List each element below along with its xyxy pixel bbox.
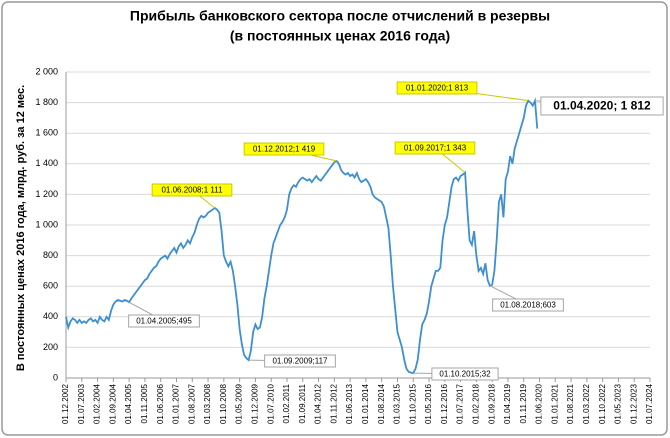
chart-title: (в постоянных ценах 2016 года) xyxy=(230,28,450,44)
callout-label: 01.01.2020;1 813 xyxy=(406,84,469,93)
data-line xyxy=(65,97,539,375)
x-tick-label: 01.07.2017 xyxy=(456,383,465,424)
y-axis-label: В постоянных ценах 2016 года, млрд. руб.… xyxy=(15,85,27,371)
y-tick-label: 200 xyxy=(43,342,58,352)
callout-label: 01.06.2008;1 111 xyxy=(161,186,223,195)
callout-label: 01.09.2017;1 343 xyxy=(404,144,467,153)
callout-label: 01.08.2018;603 xyxy=(500,301,556,310)
x-tick-label: 01.05.2009 xyxy=(235,383,244,424)
x-tick-label: 01.02.2004 xyxy=(93,383,102,424)
x-tick-label: 01.05.2023 xyxy=(614,383,623,424)
x-tick-label: 01.03.2015 xyxy=(393,383,402,424)
x-tick-label: 01.08.2021 xyxy=(566,383,575,424)
x-tick-label: 01.03.2022 xyxy=(582,383,591,424)
x-tick-label: 01.02.2011 xyxy=(282,383,291,423)
callout-box xyxy=(492,298,564,312)
y-tick-label: 2 000 xyxy=(35,66,58,76)
x-tick-label: 01.08.2007 xyxy=(187,383,196,424)
y-tick-label: 1 000 xyxy=(35,219,58,229)
callout-label: 01.04.2005;495 xyxy=(136,317,192,326)
y-tick-label: 400 xyxy=(43,311,58,321)
callout-label: 01.10.2015;32 xyxy=(439,370,491,379)
x-tick-label: 01.10.2015 xyxy=(408,383,417,424)
callout-box xyxy=(243,142,325,156)
x-tick-label: 01.04.2012 xyxy=(314,383,323,424)
x-tick-label: 01.12.2009 xyxy=(251,383,260,424)
x-tick-label: 01.07.2010 xyxy=(266,383,275,424)
x-tick-label: 01.05.2016 xyxy=(424,383,433,424)
x-tick-label: 01.04.2005 xyxy=(124,383,133,424)
x-tick-label: 01.02.2018 xyxy=(471,383,480,424)
x-tick-label: 01.12.2002 xyxy=(61,383,70,424)
x-tick-label: 01.12.2023 xyxy=(629,383,638,424)
chart-title: Прибыль банковского сектора после отчисл… xyxy=(130,8,550,24)
y-tick-label: 600 xyxy=(43,281,58,291)
y-tick-label: 0 xyxy=(53,372,58,382)
callout-box xyxy=(151,183,233,197)
callout-box xyxy=(540,96,664,116)
callout-label: 01.12.2012;1 419 xyxy=(253,145,316,154)
x-tick-label: 01.09.2011 xyxy=(298,383,307,423)
x-tick-label: 01.09.2004 xyxy=(108,383,117,424)
y-tick-label: 1 600 xyxy=(35,128,58,138)
x-tick-label: 01.10.2022 xyxy=(598,383,607,424)
x-tick-label: 01.11.2012 xyxy=(329,383,338,423)
x-tick-label: 01.03.2008 xyxy=(203,383,212,424)
callout-box xyxy=(396,81,478,95)
x-tick-label: 01.01.2021 xyxy=(550,383,559,424)
x-tick-label: 01.08.2014 xyxy=(377,383,386,424)
x-tick-label: 01.07.2003 xyxy=(77,383,86,424)
y-tick-label: 1 400 xyxy=(35,158,58,168)
x-tick-label: 01.12.2016 xyxy=(440,383,449,424)
x-tick-label: 01.04.2019 xyxy=(503,383,512,424)
callout-box xyxy=(128,314,200,328)
callout-box xyxy=(394,141,476,155)
y-tick-label: 1 200 xyxy=(35,189,58,199)
x-tick-label: 01.06.2006 xyxy=(156,383,165,424)
x-tick-label: 01.06.2013 xyxy=(345,383,354,424)
x-tick-label: 01.06.2020 xyxy=(535,383,544,424)
x-tick-label: 01.01.2007 xyxy=(172,383,181,424)
x-tick-label: 01.11.2019 xyxy=(519,383,528,423)
callout-label: 01.09.2009;117 xyxy=(272,357,328,366)
y-tick-label: 1 800 xyxy=(35,97,58,107)
x-tick-label: 01.11.2005 xyxy=(140,383,149,423)
x-tick-label: 01.07.2024 xyxy=(645,383,654,424)
callout-box xyxy=(431,367,499,381)
x-tick-label: 01.01.2014 xyxy=(361,383,370,424)
x-tick-label: 01.10.2008 xyxy=(219,383,228,424)
callout-box xyxy=(264,354,336,368)
x-tick-label: 01.09.2018 xyxy=(487,383,496,424)
y-tick-label: 800 xyxy=(43,250,58,260)
callout-label: 01.04.2020; 1 812 xyxy=(553,99,651,113)
